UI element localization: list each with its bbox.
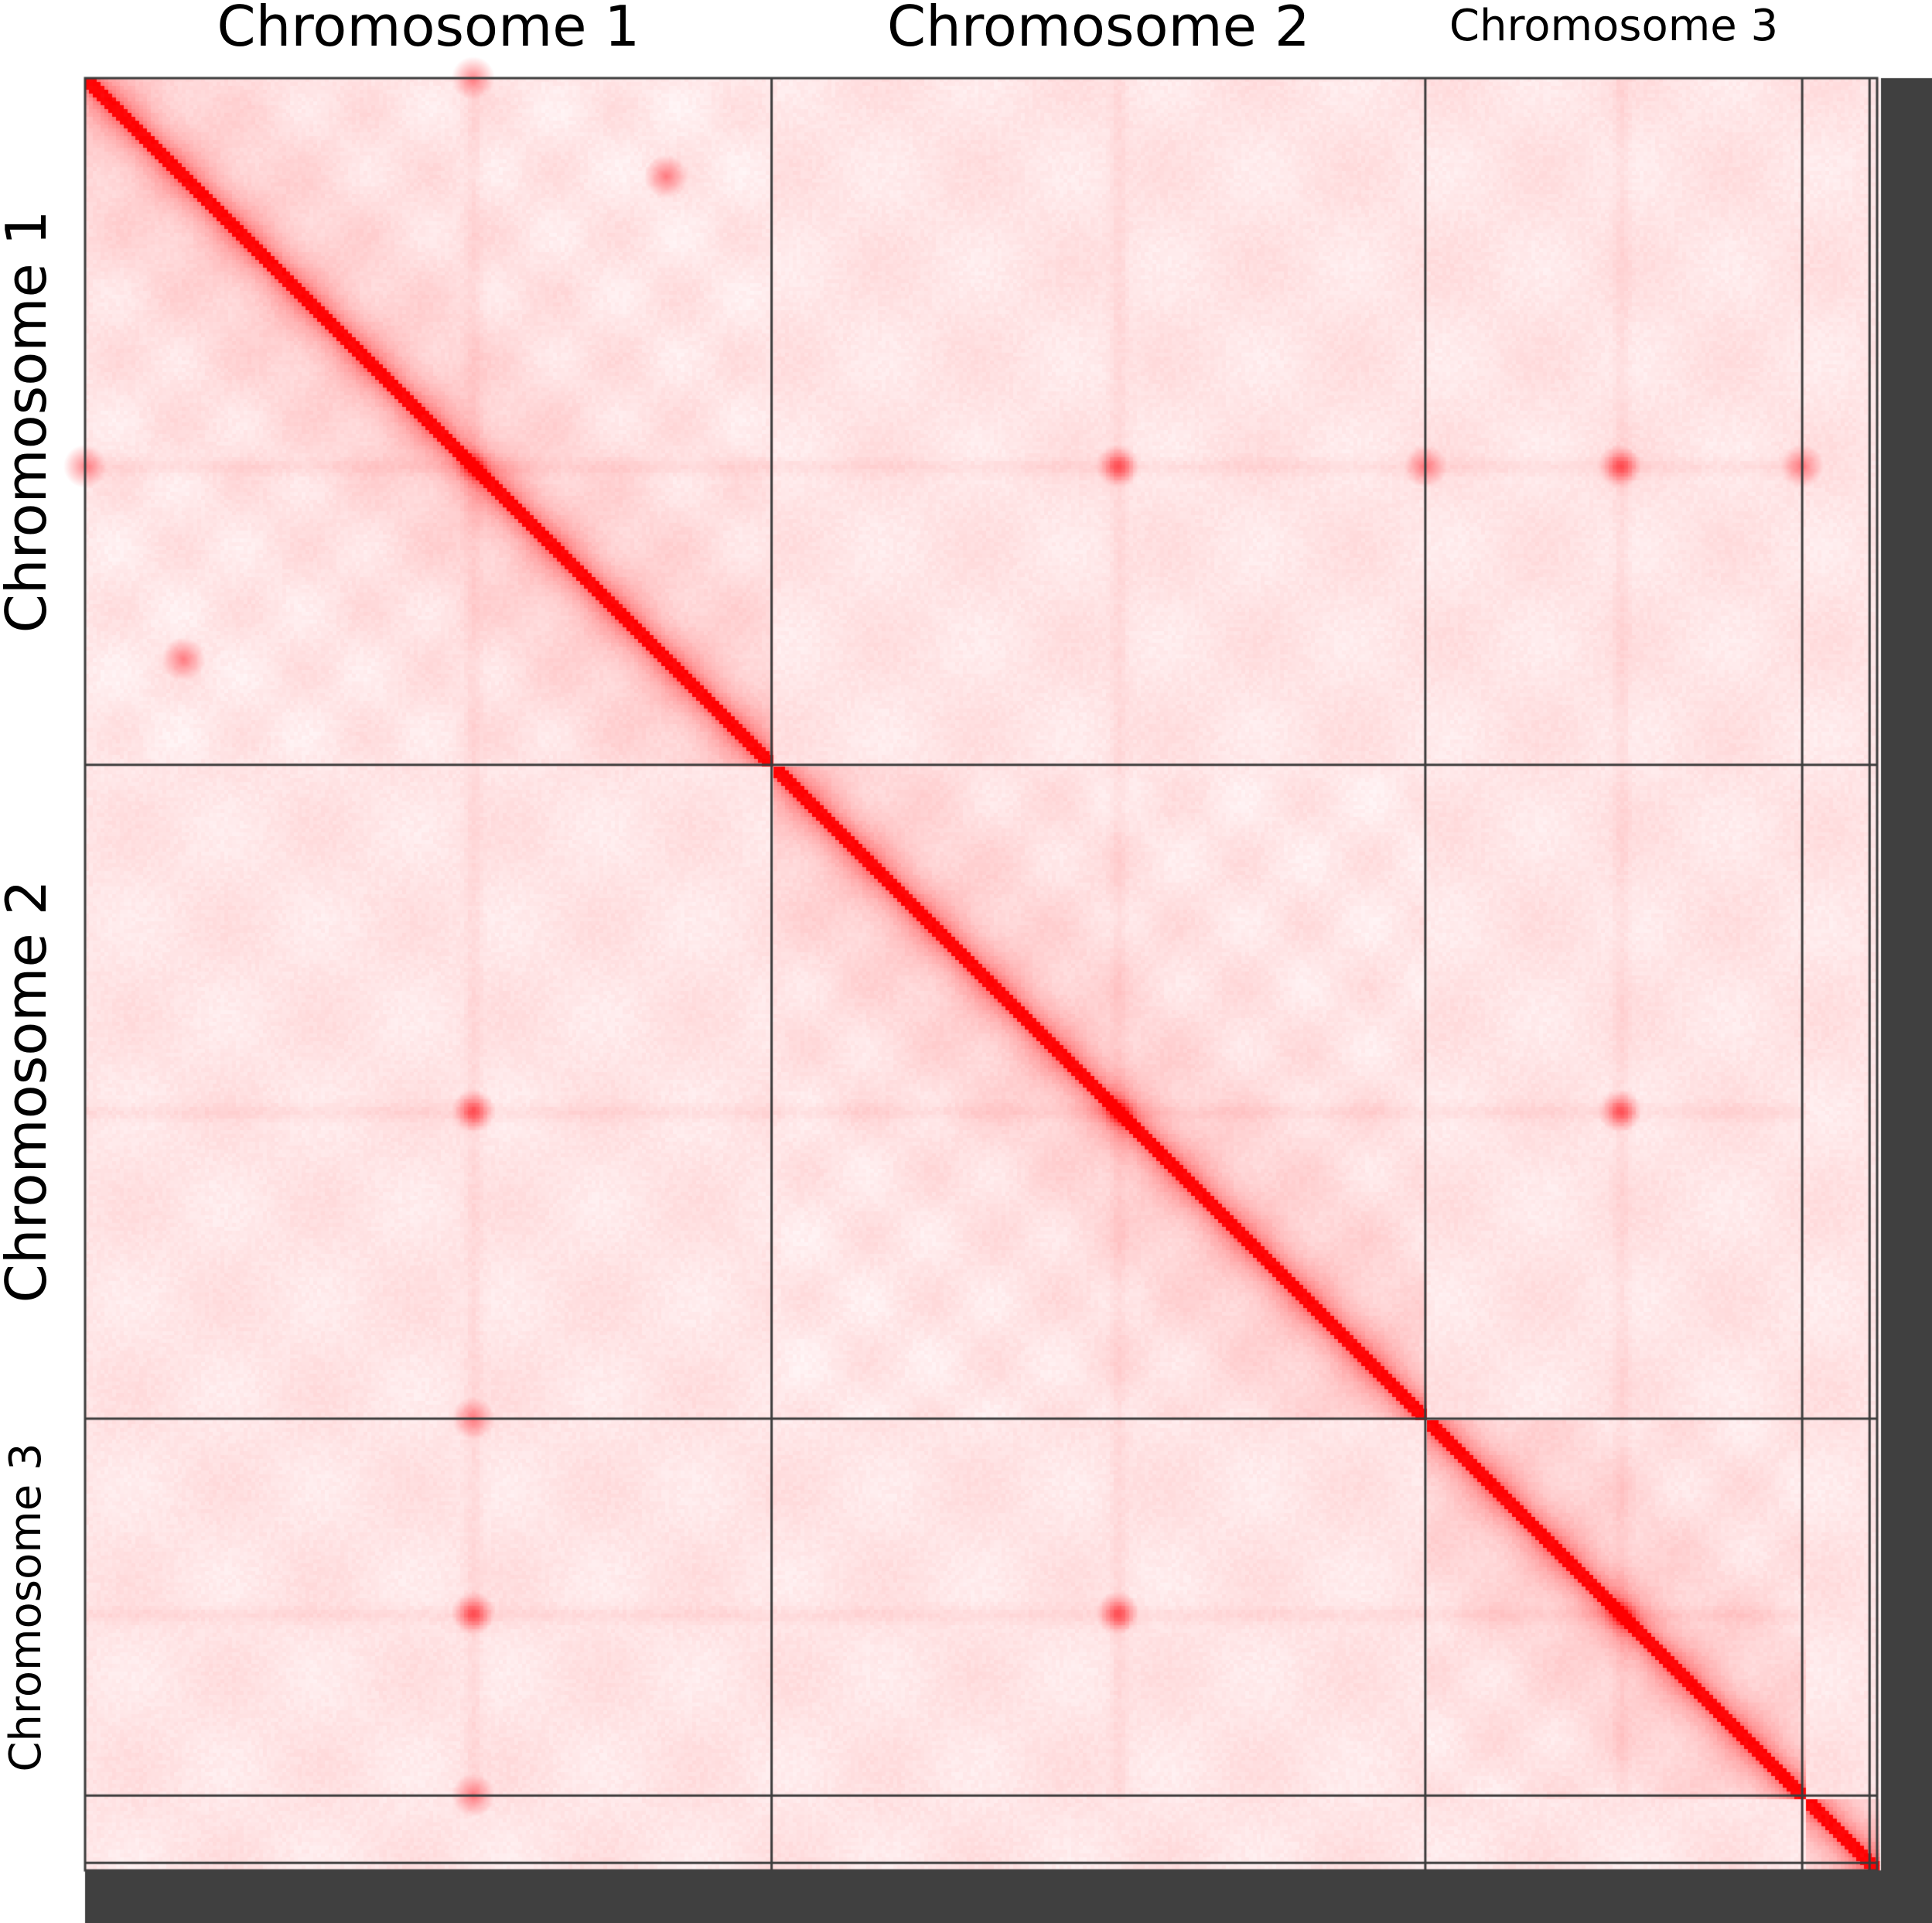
row-label-chromosome-1: Chromosome 1 [0, 210, 59, 634]
column-label-chromosome-1: Chromosome 1 [217, 0, 640, 59]
column-label-chromosome-2: Chromosome 2 [886, 0, 1310, 59]
row-label-chromosome-2: Chromosome 2 [0, 880, 59, 1303]
row-label-chromosome-3: Chromosome 3 [1, 1442, 51, 1772]
column-label-chromosome-3: Chromosome 3 [1449, 1, 1779, 51]
